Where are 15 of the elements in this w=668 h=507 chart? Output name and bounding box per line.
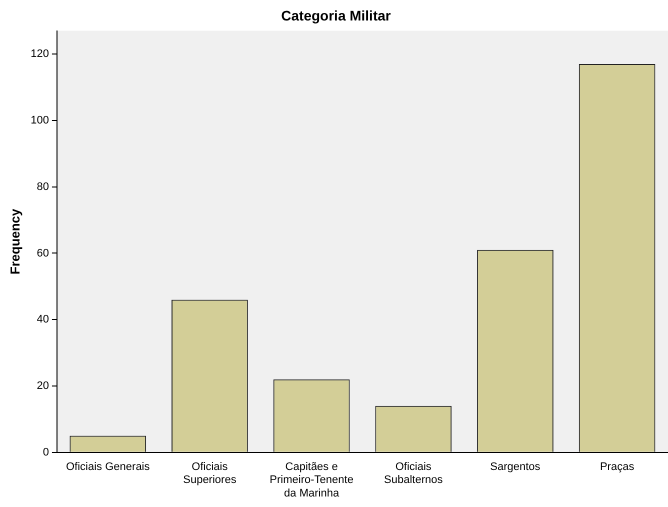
y-tick-label: 120 <box>30 48 49 60</box>
chart-title: Categoria Militar <box>281 7 392 24</box>
x-tick-label: Oficiais Superiores <box>183 461 237 486</box>
y-tick-label: 80 <box>36 180 49 193</box>
x-tick-label: Oficiais Subalternos <box>384 461 444 486</box>
y-tick-label: 0 <box>42 446 49 458</box>
y-tick-label: 60 <box>36 247 49 260</box>
y-tick-label: 20 <box>36 380 49 392</box>
y-tick-label: 100 <box>30 114 49 126</box>
y-axis-title: Frequency <box>7 208 22 274</box>
y-tick-label: 40 <box>36 314 49 326</box>
x-tick-label: Oficiais Generais <box>66 461 150 474</box>
x-tick-label: Capitães e Primeiro-Tenente da Marinha <box>270 461 354 500</box>
x-tick-label: Praças <box>600 461 635 474</box>
x-tick-label: Sargentos <box>490 461 541 474</box>
